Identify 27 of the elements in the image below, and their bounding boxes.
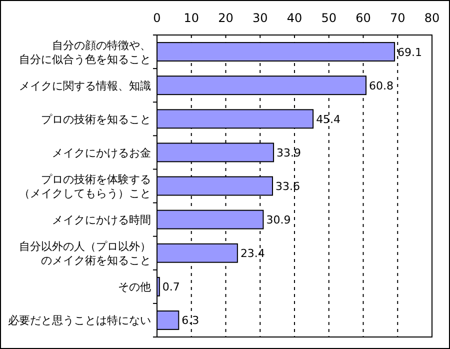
y-tick-label: 自分以外の人（プロ以外）のメイク術を知ること [19,240,151,268]
x-tick-label: 20 [218,11,234,25]
x-tick-label: 50 [321,11,337,25]
y-tick-label: メイクにかける時間 [52,214,151,227]
data-label: 0.7 [162,280,180,294]
y-tick-label: プロの技術を知ること [41,112,151,126]
data-label: 69.1 [398,46,422,59]
y-tick-label: その他 [118,280,151,294]
data-label: 45.4 [316,112,341,126]
data-label: 6.3 [182,314,200,328]
data-label: 60.8 [369,79,394,92]
y-tick-label: 自分の顔の特徴や、自分に似合う色を知ること [19,38,151,66]
data-label: 30.9 [266,214,291,227]
y-tick-label: 必要だと思うことは特にない [8,314,151,328]
y-tick-label: プロの技術を体験する（メイクしてもらう）こと [19,173,151,200]
data-label: 33.6 [276,180,300,193]
x-tick-label: 60 [356,11,371,25]
x-tick-label: 0 [153,11,161,25]
y-tick-label: メイクに関する情報、知識 [19,79,151,92]
x-tick-label: 30 [252,11,268,25]
x-tick-label: 80 [424,11,440,25]
x-tick-label: 70 [390,11,406,25]
y-tick-label: メイクにかけるお金 [52,146,151,160]
data-label: 33.9 [276,146,302,160]
x-tick-label: 10 [184,11,200,25]
x-tick-label: 40 [286,11,302,25]
data-label: 23.4 [240,247,265,260]
